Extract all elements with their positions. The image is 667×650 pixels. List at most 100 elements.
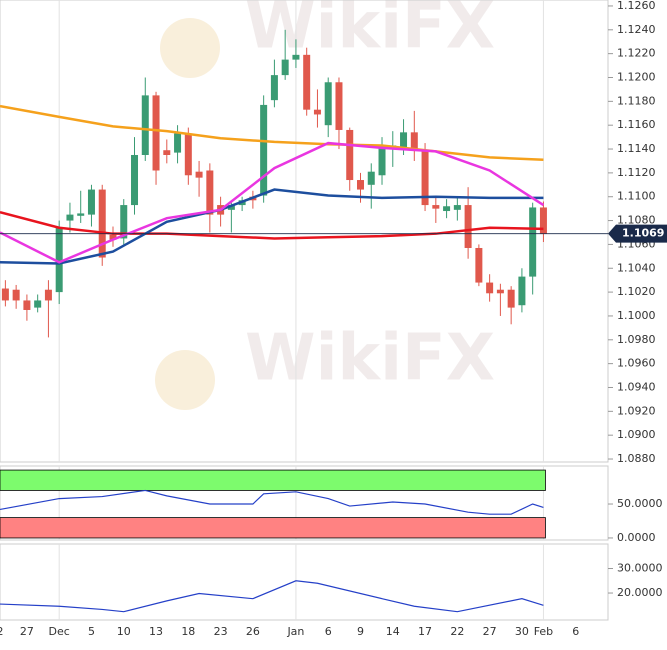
y-tick-label: 1.1020 xyxy=(617,285,656,298)
candle-body xyxy=(77,213,85,216)
line xyxy=(0,188,544,265)
y-tick-label: 1.1240 xyxy=(617,23,656,36)
line xyxy=(0,580,544,613)
last-price-box xyxy=(608,224,667,243)
y-tick-label: 30.0000 xyxy=(617,562,663,575)
y-tick-label: 1.0980 xyxy=(617,333,656,346)
y-tick-label: 1.1100 xyxy=(617,190,656,203)
candle-body xyxy=(87,189,95,215)
y-tick-label: 1.1120 xyxy=(617,166,656,179)
x-tick-label: 18 xyxy=(181,625,195,638)
line xyxy=(0,104,544,162)
panel-frame xyxy=(0,0,609,463)
band xyxy=(0,517,546,539)
candle-body xyxy=(410,132,418,151)
candle-body xyxy=(270,75,278,101)
x-tick-label: 6 xyxy=(325,625,332,638)
y-tick-label: 1.1040 xyxy=(617,261,656,274)
x-tick-label: 30 xyxy=(515,625,529,638)
x-tick-label: Feb xyxy=(534,625,553,638)
y-tick-label: 1.0920 xyxy=(617,404,656,417)
candle-body xyxy=(378,145,386,176)
y-tick-label: 1.1220 xyxy=(617,47,656,60)
candle-body xyxy=(131,154,139,206)
candle-body xyxy=(44,289,52,301)
candle-body xyxy=(141,95,149,155)
candle-body xyxy=(518,276,526,306)
candle-body xyxy=(281,59,289,76)
panel-frame xyxy=(0,543,609,621)
y-tick-label: 1.0940 xyxy=(617,380,656,393)
watermark: WikiFX xyxy=(245,322,495,396)
candle-body xyxy=(486,282,494,294)
candle-body xyxy=(443,206,451,212)
candle-body xyxy=(539,207,547,234)
y-tick-label: 1.0900 xyxy=(617,428,656,441)
candle-body xyxy=(174,133,182,153)
candle-body xyxy=(453,205,461,210)
line xyxy=(0,211,544,240)
y-tick-label: 1.0960 xyxy=(617,357,656,370)
y-tick-label: 1.0880 xyxy=(617,452,656,465)
x-tick-label: 13 xyxy=(149,625,163,638)
candle-body xyxy=(507,289,515,308)
x-tick-label: 14 xyxy=(386,625,400,638)
x-tick-label: 5 xyxy=(88,625,95,638)
candle-body xyxy=(529,207,537,277)
x-tick-label: 27 xyxy=(20,625,34,638)
candle-body xyxy=(367,171,375,185)
candle-body xyxy=(23,300,31,310)
candle-body xyxy=(475,247,483,283)
x-tick-label: 26 xyxy=(246,625,260,638)
candle-body xyxy=(313,109,321,115)
candle-body xyxy=(34,300,42,308)
candle-body xyxy=(152,95,160,171)
candle-body xyxy=(1,288,9,301)
y-tick-label: 1.1140 xyxy=(617,142,656,155)
candle-body xyxy=(346,129,354,181)
candle-body xyxy=(120,205,128,239)
x-tick-label: 27 xyxy=(483,625,497,638)
y-tick-label: 1.1160 xyxy=(617,118,656,131)
candle-body xyxy=(66,214,74,221)
y-tick-label: 1.1000 xyxy=(617,309,656,322)
y-tick-label: 1.1200 xyxy=(617,70,656,83)
band xyxy=(0,469,546,491)
candle-body xyxy=(303,54,311,110)
candle-body xyxy=(432,205,440,209)
x-tick-label: 23 xyxy=(214,625,228,638)
candle-body xyxy=(227,205,235,210)
y-tick-label: 1.1080 xyxy=(617,214,656,227)
y-tick-label: 50.0000 xyxy=(617,497,663,510)
candle-body xyxy=(356,180,364,190)
candle-body xyxy=(163,150,171,155)
line xyxy=(0,489,544,515)
y-tick-label: 1.1260 xyxy=(617,0,656,12)
y-tick-label: 20.0000 xyxy=(617,586,663,599)
x-tick-label: 10 xyxy=(117,625,131,638)
x-tick-label: Jan xyxy=(286,625,304,638)
x-tick-label: 6 xyxy=(572,625,579,638)
candle-body xyxy=(195,171,203,178)
candle-body xyxy=(496,289,504,294)
x-tick-label: 17 xyxy=(418,625,432,638)
x-tick-label: 9 xyxy=(357,625,364,638)
x-tick-label: 2 xyxy=(0,625,4,638)
candle-body xyxy=(206,170,214,215)
y-tick-label: 0.0000 xyxy=(617,531,656,544)
candle-body xyxy=(464,205,472,248)
candle-body xyxy=(324,82,332,126)
panel-frame xyxy=(0,465,609,541)
candle-body xyxy=(98,189,106,258)
candle-body xyxy=(260,104,268,196)
watermark-logo xyxy=(155,18,220,410)
x-tick-label: 22 xyxy=(450,625,464,638)
candle-body xyxy=(421,150,429,206)
candle-body xyxy=(55,227,63,293)
candle-body xyxy=(12,289,20,301)
candle-body xyxy=(335,82,343,130)
candle-body xyxy=(184,133,192,176)
candle-body xyxy=(400,132,408,148)
